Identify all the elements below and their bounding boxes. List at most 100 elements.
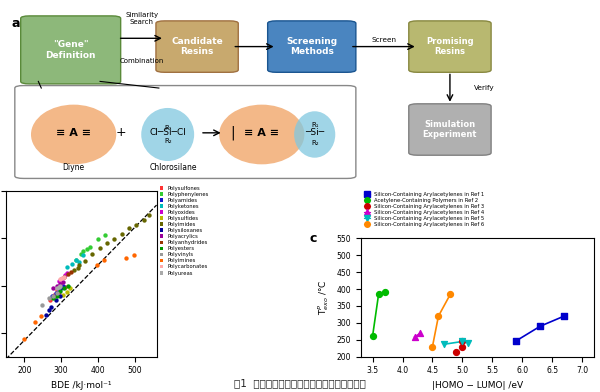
Point — [48, 295, 58, 301]
Point — [58, 279, 68, 285]
FancyBboxPatch shape — [21, 16, 121, 84]
Point — [44, 295, 54, 301]
Point — [53, 287, 62, 294]
Point — [44, 307, 54, 313]
Point — [63, 271, 73, 278]
Point — [464, 339, 473, 346]
Text: "Gene"
Definition: "Gene" Definition — [46, 40, 96, 60]
Point — [102, 240, 112, 247]
Point — [100, 232, 110, 238]
Point — [36, 313, 46, 319]
Point — [58, 275, 67, 281]
Point — [52, 285, 61, 292]
Point — [511, 338, 521, 344]
Point — [55, 289, 64, 295]
FancyBboxPatch shape — [409, 104, 491, 155]
Point — [93, 236, 103, 243]
Ellipse shape — [141, 108, 194, 161]
FancyBboxPatch shape — [156, 21, 238, 72]
Point — [62, 289, 71, 295]
Point — [63, 283, 73, 289]
Text: c: c — [310, 232, 317, 245]
Point — [67, 269, 76, 275]
Text: |: | — [230, 125, 235, 140]
Text: Verify: Verify — [473, 85, 494, 91]
Point — [458, 338, 467, 345]
Point — [51, 297, 61, 303]
Text: R₂: R₂ — [311, 140, 319, 146]
Text: Simulation
Experiment: Simulation Experiment — [422, 120, 477, 139]
Text: Chlorosilane: Chlorosilane — [150, 163, 197, 172]
Point — [59, 274, 69, 280]
Point — [55, 287, 64, 293]
Point — [446, 291, 455, 297]
Point — [416, 330, 425, 336]
Point — [74, 261, 84, 268]
Point — [59, 285, 69, 292]
Point — [374, 291, 383, 297]
Point — [122, 254, 131, 261]
Point — [100, 257, 109, 263]
X-axis label: BDE /kJ·mol⁻¹: BDE /kJ·mol⁻¹ — [51, 381, 112, 390]
Point — [56, 276, 65, 282]
Point — [48, 285, 58, 292]
Y-axis label: T$^P_{exo}$ /°C: T$^P_{exo}$ /°C — [316, 280, 331, 315]
Point — [110, 236, 119, 242]
Ellipse shape — [219, 105, 304, 164]
Point — [74, 259, 84, 265]
Text: +: + — [115, 126, 126, 139]
Ellipse shape — [31, 105, 116, 164]
Point — [73, 265, 82, 271]
Text: 图1  基因定义，材料基因组方法选择关键特征: 图1 基因定义，材料基因组方法选择关键特征 — [234, 378, 366, 388]
Point — [4, 356, 14, 363]
Point — [440, 341, 449, 347]
Point — [52, 292, 61, 299]
Point — [145, 212, 154, 218]
Text: R₁: R₁ — [164, 125, 172, 131]
Point — [434, 313, 443, 319]
Point — [56, 292, 65, 299]
Point — [535, 323, 545, 329]
Point — [65, 285, 75, 291]
Point — [62, 269, 71, 276]
Text: Combination: Combination — [119, 58, 164, 64]
Text: Screen: Screen — [371, 37, 396, 43]
Point — [71, 256, 80, 263]
Point — [428, 343, 437, 350]
Point — [88, 250, 97, 257]
Point — [58, 283, 68, 289]
Text: Diyne: Diyne — [62, 163, 85, 172]
FancyBboxPatch shape — [15, 85, 356, 178]
Text: Screening
Methods: Screening Methods — [286, 37, 337, 56]
Point — [62, 263, 71, 270]
Text: ≡ A ≡: ≡ A ≡ — [244, 128, 280, 138]
Point — [41, 311, 50, 318]
Point — [56, 288, 65, 294]
Point — [458, 338, 467, 345]
Point — [56, 281, 65, 287]
Point — [124, 225, 134, 231]
Text: R₂: R₂ — [164, 138, 172, 144]
Point — [368, 332, 377, 339]
Point — [79, 248, 88, 254]
Point — [69, 267, 79, 273]
Point — [58, 292, 68, 298]
Point — [46, 304, 56, 310]
Point — [67, 261, 77, 267]
Text: Cl─Si─Cl: Cl─Si─Cl — [149, 128, 186, 137]
Point — [55, 278, 64, 284]
FancyBboxPatch shape — [409, 21, 491, 72]
Point — [52, 290, 61, 296]
Ellipse shape — [294, 111, 335, 158]
FancyBboxPatch shape — [268, 21, 356, 72]
Legend: Silicon-Containing Arylacetylenes in Ref 1, Acetylene-Containing Polymers in Ref: Silicon-Containing Arylacetylenes in Ref… — [364, 191, 485, 227]
Point — [60, 272, 70, 278]
Point — [48, 293, 58, 299]
Point — [82, 246, 92, 252]
Legend: Polysulfones, Polyphenylenes, Polyamides, Polyketones, Polyoxides, Polysulfides,: Polysulfones, Polyphenylenes, Polyamides… — [159, 185, 209, 276]
Point — [458, 343, 467, 350]
Point — [52, 283, 61, 289]
Point — [60, 284, 70, 290]
Point — [410, 334, 419, 340]
Point — [30, 319, 40, 325]
